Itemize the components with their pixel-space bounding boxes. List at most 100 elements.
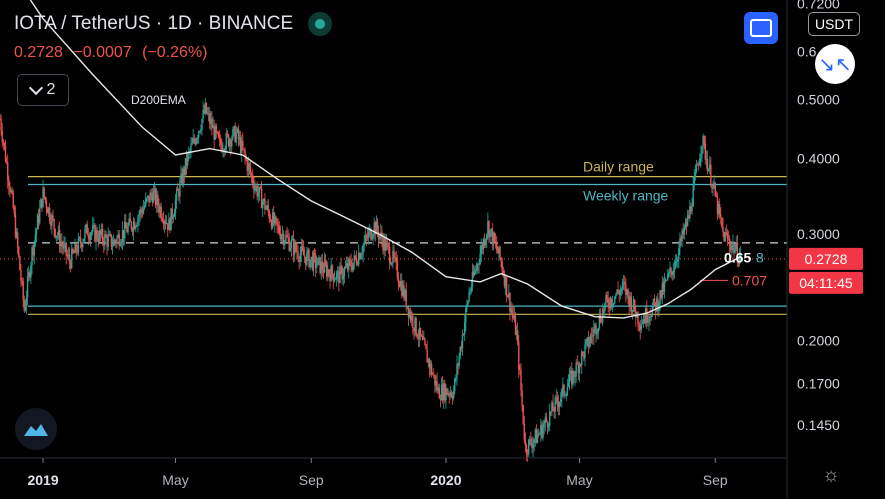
candle-body <box>551 402 553 413</box>
candle-body <box>488 221 490 238</box>
candle-body <box>21 281 23 282</box>
candle-body <box>112 239 115 246</box>
candle-body <box>211 119 213 129</box>
candle-body <box>363 241 365 246</box>
candle-body <box>593 328 595 337</box>
candle-body <box>599 314 602 322</box>
candle-body <box>332 273 335 282</box>
candle-body <box>218 137 221 140</box>
candle-body <box>3 142 6 146</box>
candle-body <box>249 166 252 174</box>
indicators-toggle-button[interactable]: 2 <box>17 74 69 106</box>
candle-body <box>717 204 720 215</box>
last-price-badge-text: 0.2728 <box>805 251 848 267</box>
minimize-button[interactable]: ↘↖ <box>815 44 855 84</box>
candle-body <box>665 279 668 281</box>
candle-body <box>478 264 480 265</box>
candle-body <box>68 254 71 263</box>
candle-body <box>697 164 700 166</box>
candle-body <box>210 119 212 124</box>
candle-body <box>270 221 273 228</box>
candle-body <box>252 175 254 184</box>
candle-body <box>256 185 258 197</box>
candle-body <box>463 322 466 335</box>
candle-body <box>672 270 675 275</box>
candle-body <box>661 282 663 298</box>
candle-body <box>140 209 142 212</box>
candle-body <box>9 185 11 193</box>
market-status-icon <box>308 12 333 36</box>
candle-body <box>614 296 616 304</box>
candle-body <box>343 268 346 277</box>
candle-body <box>609 298 612 309</box>
candle-body <box>359 253 361 259</box>
time-axis[interactable]: 2019 May Sep 2020 May Sep <box>27 458 728 488</box>
candle-body <box>722 226 724 232</box>
candle-body <box>509 292 511 312</box>
candle-body <box>606 294 608 299</box>
candle-body <box>33 241 35 256</box>
candle-body <box>543 423 545 428</box>
candle-body <box>148 195 150 203</box>
candle-body <box>101 228 104 241</box>
price-axis[interactable]: 0.7200 0.6 0.5000 0.4000 0.3000 0.2000 0.1700 0… <box>797 0 840 433</box>
candle-body <box>429 363 432 369</box>
candle-body <box>541 424 543 438</box>
currency-badge[interactable]: USDT <box>808 12 860 36</box>
candle-body <box>250 173 253 176</box>
candle-body <box>439 398 442 401</box>
candle-body <box>560 398 562 403</box>
candle-body <box>106 237 108 247</box>
candle-body <box>110 234 113 248</box>
candle-body <box>592 335 594 337</box>
ema-label: D200EMA <box>131 93 186 107</box>
candle-body <box>625 284 627 296</box>
candle-body <box>289 247 291 251</box>
candle-body <box>679 238 681 248</box>
candle-body <box>7 162 9 180</box>
candle-body <box>367 231 370 239</box>
candle-body <box>109 234 112 236</box>
candle-body <box>221 145 223 152</box>
candle-body <box>496 243 498 250</box>
candle-body <box>730 245 732 251</box>
candle-body <box>738 256 741 264</box>
candle-body <box>635 310 637 318</box>
candle-body <box>426 348 428 363</box>
candle-body <box>680 238 682 242</box>
candle-body <box>532 442 534 449</box>
interval[interactable]: 1D <box>167 13 192 35</box>
candle-body <box>213 125 215 140</box>
candle-body <box>374 222 376 235</box>
candle-body <box>399 281 402 287</box>
candle-body <box>153 189 156 192</box>
candle-body <box>480 245 482 254</box>
candle-body <box>89 234 92 240</box>
candle-body <box>40 199 42 209</box>
candle-body <box>575 362 577 377</box>
candle-body <box>511 308 513 314</box>
indicator-count: 2 <box>46 81 56 98</box>
candle-body <box>267 205 269 212</box>
candle-body <box>558 402 561 408</box>
candle-body <box>52 215 54 220</box>
symbol-name[interactable]: IOTA / TetherUS <box>14 13 151 35</box>
candle-body <box>520 370 522 391</box>
candle-body <box>588 342 591 347</box>
candle-body <box>50 220 52 226</box>
candle-body <box>257 193 259 197</box>
candle-body <box>487 221 489 235</box>
candle-body <box>196 137 199 140</box>
candle-body <box>409 311 412 321</box>
tradingview-logo[interactable] <box>15 408 57 450</box>
fullscreen-button[interactable] <box>744 12 778 44</box>
time-tick-label: Sep <box>703 472 728 488</box>
candle-body <box>390 262 392 265</box>
candle-body <box>682 230 684 235</box>
gear-icon[interactable]: ☼ <box>821 464 841 486</box>
candle-body <box>695 164 698 172</box>
candle-body <box>616 289 618 295</box>
candle-body <box>302 249 305 256</box>
candle-body <box>377 231 380 240</box>
